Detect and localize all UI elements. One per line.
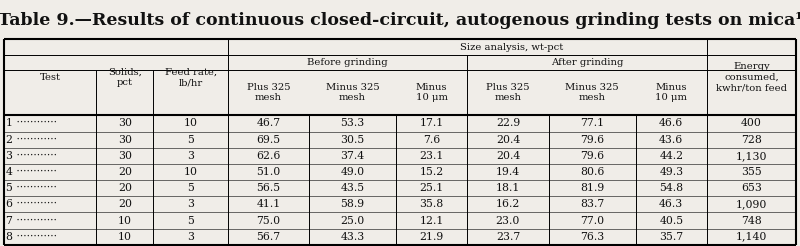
Text: 728: 728 bbox=[741, 135, 762, 145]
Text: 35.8: 35.8 bbox=[419, 199, 444, 209]
Text: 653: 653 bbox=[741, 183, 762, 193]
Text: 30: 30 bbox=[118, 151, 132, 161]
Text: 17.1: 17.1 bbox=[419, 119, 444, 128]
Text: 355: 355 bbox=[741, 167, 762, 177]
Text: 80.6: 80.6 bbox=[580, 167, 604, 177]
Text: 58.9: 58.9 bbox=[341, 199, 365, 209]
Text: 400: 400 bbox=[741, 119, 762, 128]
Text: 22.9: 22.9 bbox=[496, 119, 520, 128]
Text: 7.6: 7.6 bbox=[423, 135, 440, 145]
Text: Minus 325
mesh: Minus 325 mesh bbox=[565, 83, 619, 103]
Text: 21.9: 21.9 bbox=[419, 232, 444, 242]
Text: 6 ············: 6 ············ bbox=[6, 199, 58, 209]
Text: Plus 325
mesh: Plus 325 mesh bbox=[246, 83, 290, 103]
Text: 1,090: 1,090 bbox=[736, 199, 767, 209]
Text: 77.0: 77.0 bbox=[580, 215, 604, 226]
Text: 12.1: 12.1 bbox=[419, 215, 444, 226]
Text: 30.5: 30.5 bbox=[340, 135, 365, 145]
Text: Minus
10 μm: Minus 10 μm bbox=[655, 83, 687, 103]
Text: 8 ············: 8 ············ bbox=[6, 232, 58, 242]
Text: 20: 20 bbox=[118, 167, 132, 177]
Text: 77.1: 77.1 bbox=[580, 119, 604, 128]
Text: 23.0: 23.0 bbox=[496, 215, 520, 226]
Text: 5: 5 bbox=[187, 183, 194, 193]
Text: 1 ············: 1 ············ bbox=[6, 119, 58, 128]
Text: 54.8: 54.8 bbox=[659, 183, 683, 193]
Text: 3: 3 bbox=[187, 232, 194, 242]
Text: 62.6: 62.6 bbox=[256, 151, 281, 161]
Text: 748: 748 bbox=[741, 215, 762, 226]
Text: Before grinding: Before grinding bbox=[307, 58, 388, 67]
Text: 3: 3 bbox=[187, 151, 194, 161]
Text: 5: 5 bbox=[187, 135, 194, 145]
Text: After grinding: After grinding bbox=[551, 58, 623, 67]
Text: Plus 325
mesh: Plus 325 mesh bbox=[486, 83, 530, 103]
Text: 18.1: 18.1 bbox=[496, 183, 520, 193]
Text: 79.6: 79.6 bbox=[580, 151, 604, 161]
Text: 20: 20 bbox=[118, 199, 132, 209]
Text: 69.5: 69.5 bbox=[256, 135, 280, 145]
Text: 15.2: 15.2 bbox=[419, 167, 444, 177]
Text: Minus
10 μm: Minus 10 μm bbox=[416, 83, 448, 103]
Text: 16.2: 16.2 bbox=[496, 199, 520, 209]
Text: 19.4: 19.4 bbox=[496, 167, 520, 177]
Text: 30: 30 bbox=[118, 119, 132, 128]
Text: 49.0: 49.0 bbox=[341, 167, 365, 177]
Text: 41.1: 41.1 bbox=[256, 199, 281, 209]
Text: 4 ············: 4 ············ bbox=[6, 167, 58, 177]
Text: 3 ············: 3 ············ bbox=[6, 151, 58, 161]
Text: Minus 325
mesh: Minus 325 mesh bbox=[326, 83, 379, 103]
Text: 81.9: 81.9 bbox=[580, 183, 604, 193]
Text: 23.7: 23.7 bbox=[496, 232, 520, 242]
Text: 37.4: 37.4 bbox=[341, 151, 365, 161]
Text: 40.5: 40.5 bbox=[659, 215, 683, 226]
Text: 44.2: 44.2 bbox=[659, 151, 683, 161]
Text: 20.4: 20.4 bbox=[496, 135, 520, 145]
Text: 7 ············: 7 ············ bbox=[6, 215, 58, 226]
Text: 30: 30 bbox=[118, 135, 132, 145]
Text: 3: 3 bbox=[187, 199, 194, 209]
Text: 43.5: 43.5 bbox=[341, 183, 365, 193]
Text: 10: 10 bbox=[184, 167, 198, 177]
Text: 25.0: 25.0 bbox=[340, 215, 365, 226]
Text: Feed rate,
lb/hr: Feed rate, lb/hr bbox=[165, 68, 217, 87]
Text: 51.0: 51.0 bbox=[256, 167, 281, 177]
Text: 10: 10 bbox=[118, 232, 132, 242]
Text: Size analysis, wt-pct: Size analysis, wt-pct bbox=[460, 43, 563, 52]
Text: 10: 10 bbox=[118, 215, 132, 226]
Text: 83.7: 83.7 bbox=[580, 199, 604, 209]
Text: 43.6: 43.6 bbox=[659, 135, 683, 145]
Text: 5 ············: 5 ············ bbox=[6, 183, 58, 193]
Text: 10: 10 bbox=[184, 119, 198, 128]
Text: 53.3: 53.3 bbox=[340, 119, 365, 128]
Text: 46.7: 46.7 bbox=[256, 119, 280, 128]
Text: 43.3: 43.3 bbox=[340, 232, 365, 242]
Text: Solids,
pct: Solids, pct bbox=[108, 68, 142, 87]
Text: 20: 20 bbox=[118, 183, 132, 193]
Text: 1,140: 1,140 bbox=[736, 232, 767, 242]
Text: 56.5: 56.5 bbox=[256, 183, 280, 193]
Text: Energy
consumed,
kwhr/ton feed: Energy consumed, kwhr/ton feed bbox=[716, 62, 787, 92]
Text: 25.1: 25.1 bbox=[419, 183, 444, 193]
Text: 56.7: 56.7 bbox=[256, 232, 280, 242]
Text: 46.6: 46.6 bbox=[659, 119, 683, 128]
Text: 20.4: 20.4 bbox=[496, 151, 520, 161]
Text: 75.0: 75.0 bbox=[256, 215, 280, 226]
Text: 23.1: 23.1 bbox=[419, 151, 444, 161]
Text: 2 ············: 2 ············ bbox=[6, 135, 58, 145]
Text: Test: Test bbox=[39, 73, 61, 82]
Text: 79.6: 79.6 bbox=[580, 135, 604, 145]
Text: 46.3: 46.3 bbox=[659, 199, 683, 209]
Text: 76.3: 76.3 bbox=[580, 232, 604, 242]
Text: 1,130: 1,130 bbox=[736, 151, 767, 161]
Text: 5: 5 bbox=[187, 215, 194, 226]
Text: 49.3: 49.3 bbox=[659, 167, 683, 177]
Text: Table 9.—Results of continuous closed-circuit, autogenous grinding tests on mica: Table 9.—Results of continuous closed-ci… bbox=[0, 12, 800, 29]
Text: 35.7: 35.7 bbox=[659, 232, 683, 242]
